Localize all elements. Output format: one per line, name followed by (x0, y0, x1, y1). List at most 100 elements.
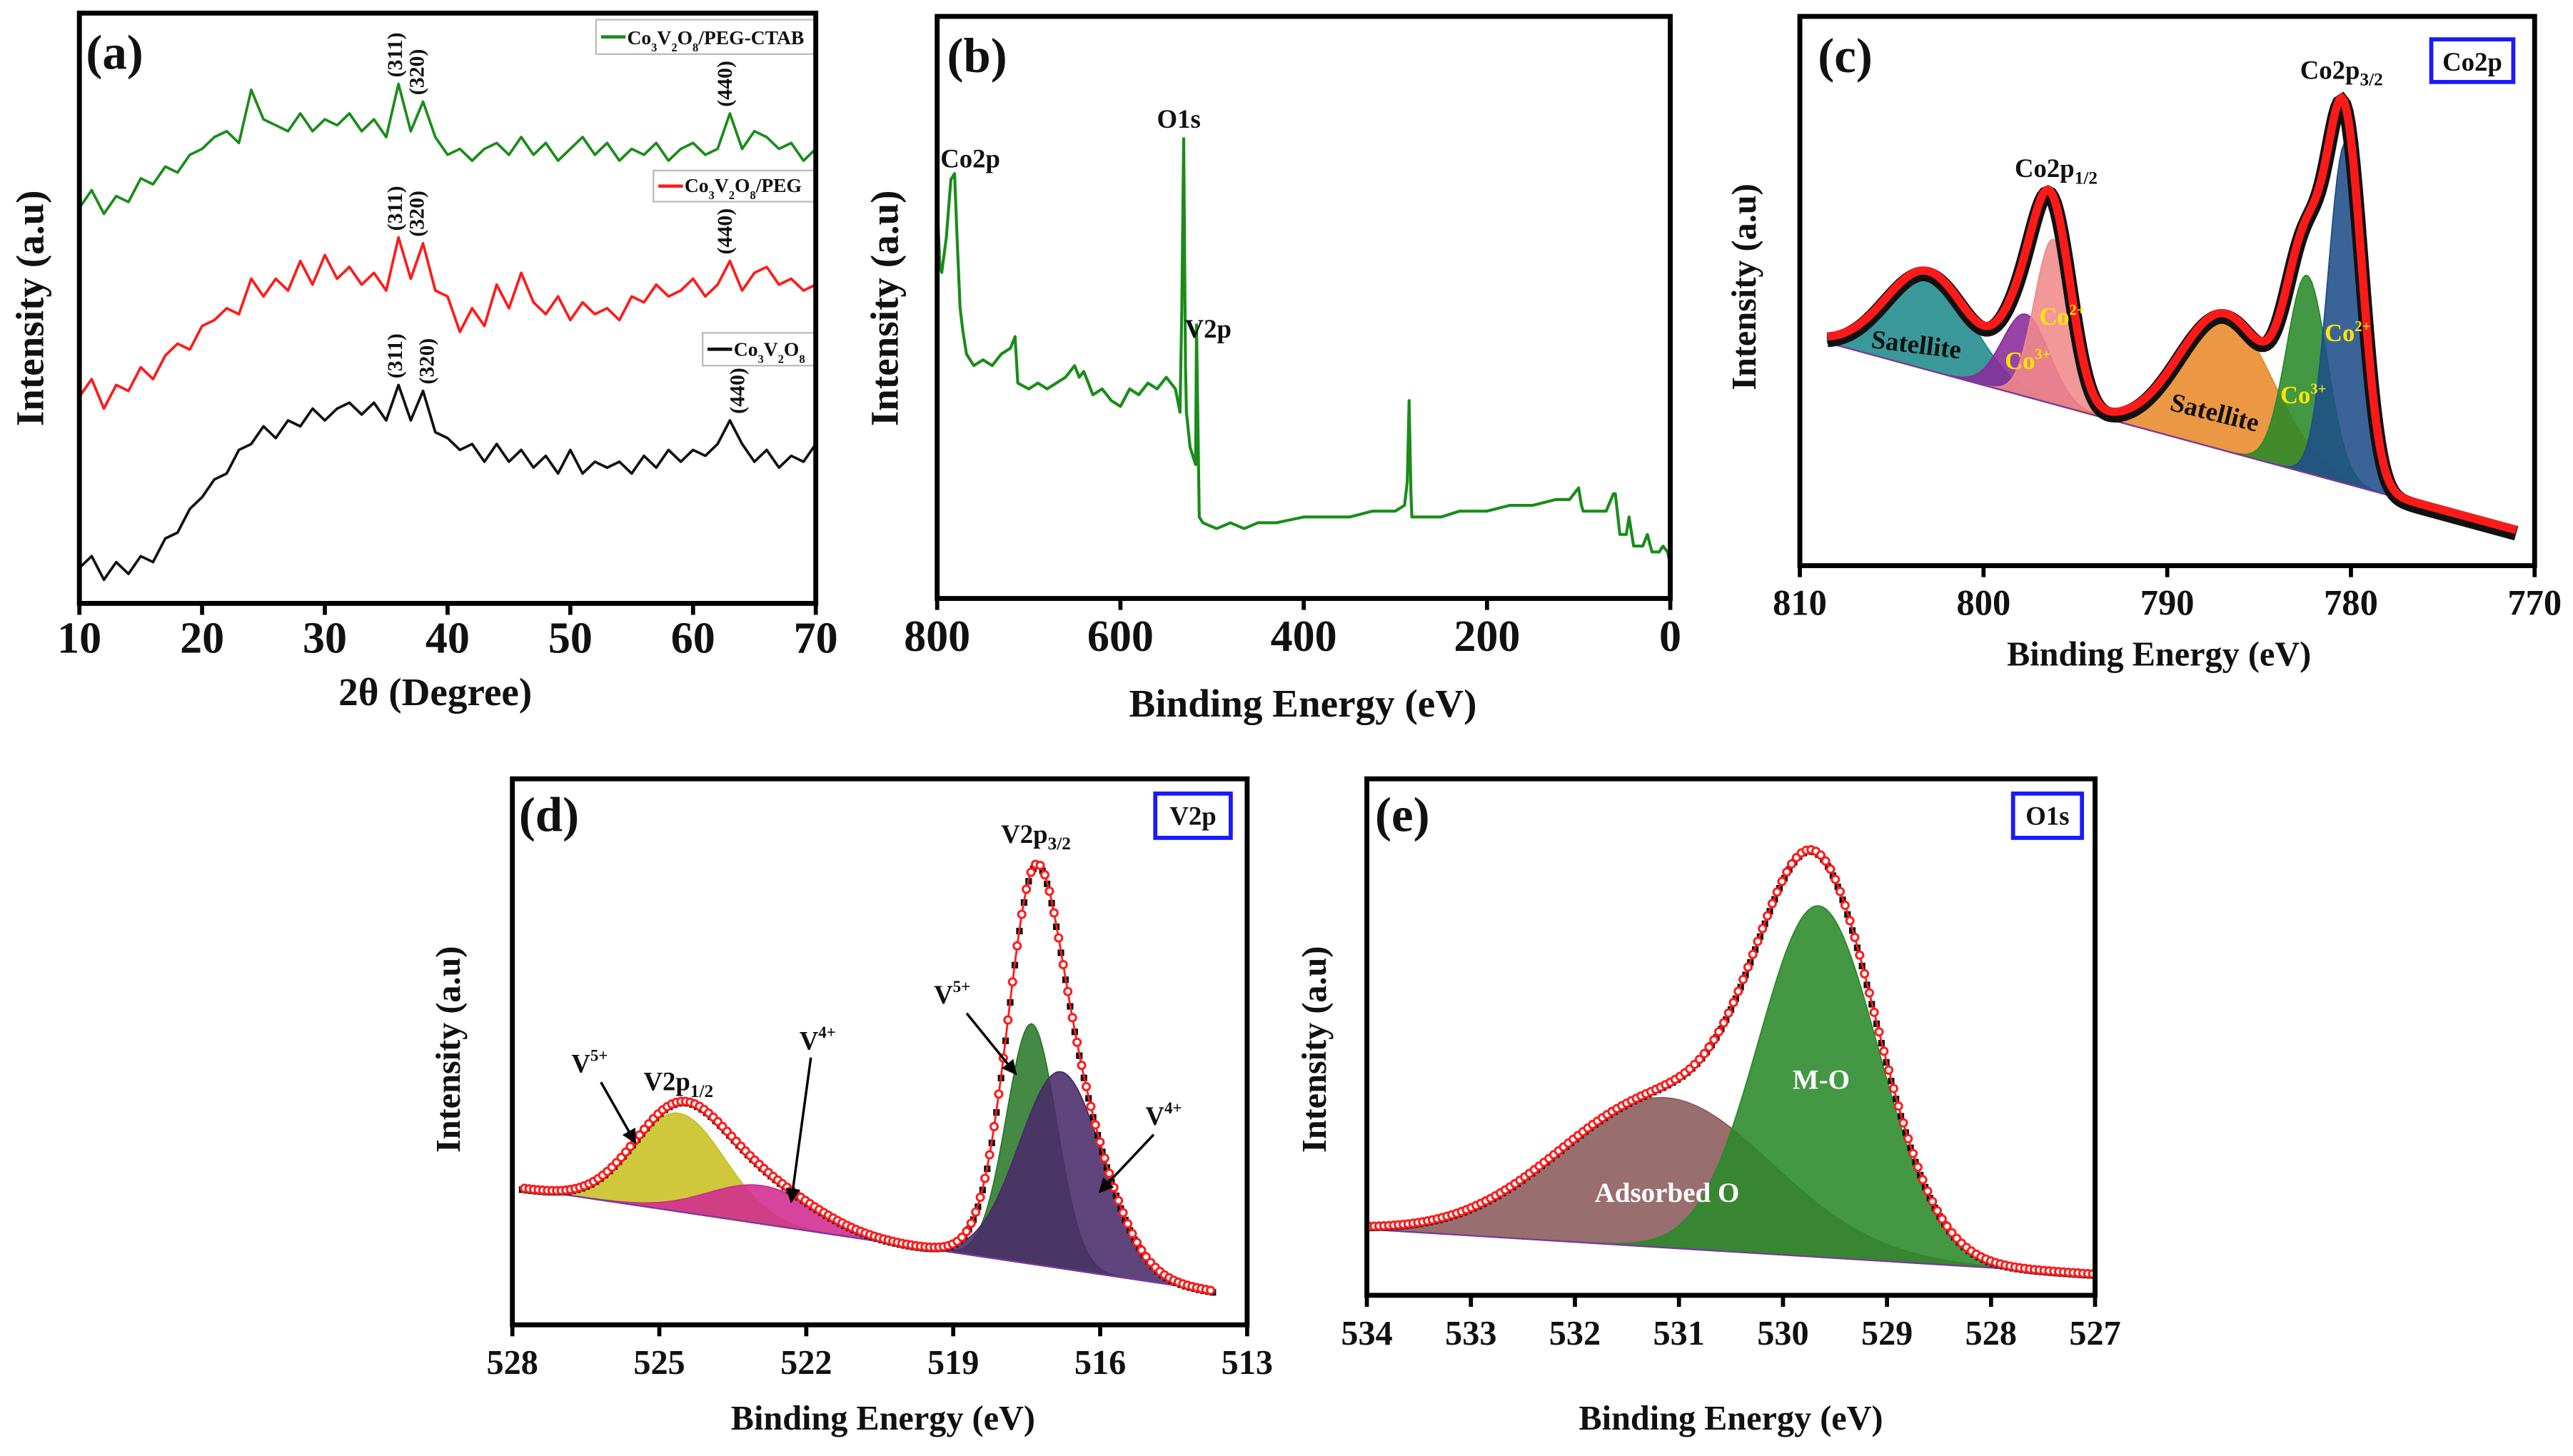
peak-label-co2p-1-2: Co2p1/2 (2015, 153, 2098, 188)
fit-point (1699, 1048, 1709, 1058)
fit-point (1090, 1120, 1100, 1130)
fit-point (620, 1147, 631, 1157)
plot-area (79, 82, 816, 582)
state-label-co2-a: Co2+ (2039, 303, 2085, 330)
survey-spectrum-line (937, 137, 1671, 565)
peak-index-label: (440) (725, 368, 749, 414)
state-label-co3-a: Co3+ (2005, 347, 2050, 375)
panel-a-xlabel: 2θ (Degree) (338, 670, 532, 714)
panel-c-xlabel: Binding Energy (eV) (2007, 636, 2311, 674)
fit-point (962, 1226, 972, 1236)
panel-a-frame (76, 10, 819, 606)
panel-b-survey: 800 600 400 200 0 (904, 137, 1681, 661)
fit-point (1081, 1081, 1092, 1092)
panel-d-xlabel: Binding Energy (eV) (731, 1400, 1035, 1437)
fit-point (1787, 859, 1797, 869)
panel-d-box-label-frame (1153, 792, 1233, 840)
fit-point (1086, 1101, 1096, 1111)
series-line-0 (79, 82, 816, 216)
fit-point (1127, 1228, 1137, 1238)
panel-e-frame (1364, 776, 2098, 1298)
component-label-adsorbed-o: Adsorbed O (1595, 1178, 1740, 1208)
fit-point (994, 1089, 1004, 1099)
panel-b-xlabel: Binding Energy (eV) (1129, 682, 1476, 725)
x-tick-label: 530 (1757, 1315, 1808, 1353)
fit-point (1733, 986, 1743, 996)
peak-index-label: (320) (406, 49, 429, 96)
fit-point (1718, 1018, 1728, 1028)
series-line-1 (79, 236, 816, 410)
fit-point (1874, 1027, 1884, 1037)
peak-index-label: (311) (383, 333, 407, 378)
panel-d-tag: (d) (519, 788, 579, 842)
fit-point (1840, 900, 1850, 911)
fit-point (1884, 1065, 1894, 1075)
fit-point (1836, 886, 1846, 896)
fit-point (1821, 856, 1831, 866)
plot-area (1366, 844, 2095, 1280)
state-label-v4-b: V4+ (1145, 1099, 1182, 1131)
panel-b-frame (935, 14, 1673, 601)
fit-point (975, 1193, 985, 1203)
panel-c-frame (1797, 14, 2537, 569)
fit-point (1095, 1137, 1105, 1147)
arrow-v5-b (965, 1012, 1017, 1076)
fit-envelope (1827, 92, 2518, 535)
panel-a-ylabel: Intensity (a.u) (9, 191, 52, 427)
survey-label-v2p: V2p (1185, 314, 1232, 343)
fit-point (971, 1207, 981, 1217)
fit-point (1063, 986, 1073, 996)
peak-index-label: (320) (415, 338, 438, 385)
x-tick-label: 528 (1965, 1315, 2017, 1353)
fit-point (1763, 911, 1773, 921)
fit-point (1738, 974, 1748, 984)
plot-area (1826, 91, 2519, 541)
state-label-v5-b: V5+ (934, 978, 970, 1009)
panel-e-o1s: 534 533 532 531 530 529 528 527 (1341, 844, 2121, 1353)
fit-point (1908, 1148, 1918, 1158)
peak-index-label: (440) (713, 208, 737, 255)
panel-e-ylabel: Intensity (a.u) (1296, 946, 1334, 1153)
fit-point (1017, 909, 1027, 919)
fit-point (1077, 1061, 1087, 1071)
fit-point (1035, 860, 1045, 871)
panel-c-box-label-frame (2429, 37, 2516, 84)
x-tick-label: 70 (794, 614, 838, 662)
fit-point (1137, 1245, 1147, 1255)
x-tick-label: 10 (57, 614, 101, 662)
fit-point (1923, 1186, 1933, 1196)
fit-point (1767, 899, 1777, 909)
fit-point (1109, 1183, 1119, 1193)
fit-point (1933, 1205, 1943, 1215)
state-label-co2-b: Co2+ (2325, 319, 2370, 347)
fit-point (1743, 962, 1753, 972)
arrow-v4-a (785, 1057, 812, 1203)
panel-c-box-label: Co2p (2442, 47, 2502, 76)
fit-point (1122, 1219, 1133, 1229)
x-tick-label: 780 (2324, 582, 2378, 622)
fit-point (1141, 1252, 1151, 1262)
fit-point (1723, 1008, 1733, 1018)
x-tick-label: 800 (904, 612, 970, 661)
legend-label: Co3V2O8/PEG (685, 174, 802, 202)
x-tick-label: 20 (180, 614, 224, 662)
fit-point (1850, 932, 1860, 942)
fit-point (1879, 1046, 1889, 1056)
fit-point (1831, 874, 1841, 884)
fit-point (1709, 1035, 1719, 1045)
x-tick-label: 30 (303, 614, 347, 662)
x-tick-label: 50 (548, 614, 593, 662)
fit-point (1114, 1195, 1124, 1205)
panel-b-ylabel: Intensity (a.u) (863, 191, 907, 427)
fit-point (1869, 1007, 1879, 1017)
panel-d-v2p: 528 525 522 519 516 513 (486, 859, 1273, 1382)
x-tick-label: 533 (1445, 1315, 1496, 1353)
fit-point (1893, 1101, 1903, 1111)
panel-d-box-label: V2p (1169, 802, 1216, 831)
fit-point (1132, 1238, 1142, 1248)
fit-point (1928, 1196, 1938, 1206)
component-label-m-o: M-O (1793, 1064, 1850, 1095)
fit-point (1855, 950, 1865, 960)
fit-point (1012, 941, 1022, 951)
